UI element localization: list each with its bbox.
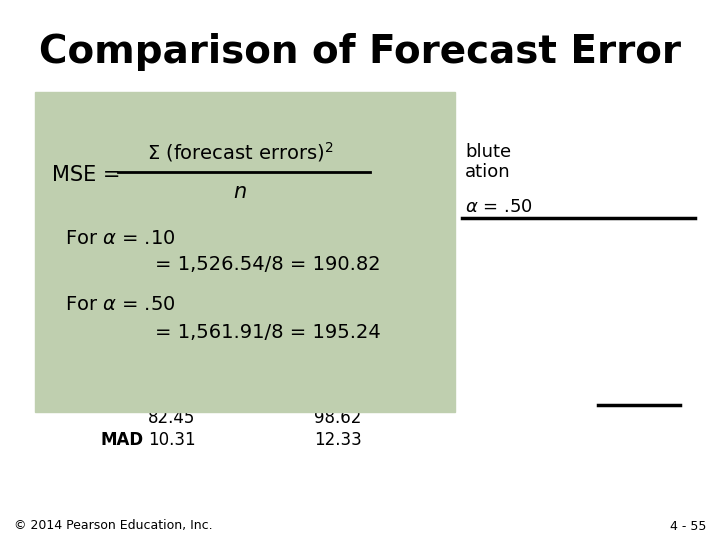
Text: 8   162|10.22  3.76   186.56  4.55       |: 8 162|10.22 3.76 186.56 4.55 | (38, 389, 353, 402)
Text: = 1,526.54/8 = 190.82: = 1,526.54/8 = 190.82 (155, 255, 381, 274)
Text: 12.33: 12.33 (314, 431, 361, 449)
Text: Comparison of Forecast Error: Comparison of Forecast Error (39, 33, 681, 71)
Text: $n$: $n$ (233, 183, 247, 201)
Text: blute: blute (465, 143, 511, 161)
Text: 10.31: 10.31 (148, 431, 196, 449)
Text: ation: ation (465, 163, 510, 181)
Text: 4 - 55: 4 - 55 (670, 519, 706, 532)
Text: For $\alpha$ = .10: For $\alpha$ = .10 (65, 228, 176, 247)
Text: = 1,561.91/8 = 195.24: = 1,561.91/8 = 195.24 (155, 322, 381, 341)
Text: 98.62: 98.62 (314, 409, 361, 427)
Text: MAD: MAD (100, 431, 143, 449)
Text: 82.45: 82.45 (148, 409, 195, 427)
Text: For $\alpha$ = .50: For $\alpha$ = .50 (65, 295, 176, 314)
Bar (35, 92, 455, 412)
Text: $\alpha$ = .50: $\alpha$ = .50 (465, 198, 533, 216)
Text: $\Sigma$ (forecast errors)$^2$: $\Sigma$ (forecast errors)$^2$ (147, 140, 333, 164)
Text: © 2014 Pearson Education, Inc.: © 2014 Pearson Education, Inc. (14, 519, 212, 532)
Text: MSE =: MSE = (52, 165, 120, 185)
